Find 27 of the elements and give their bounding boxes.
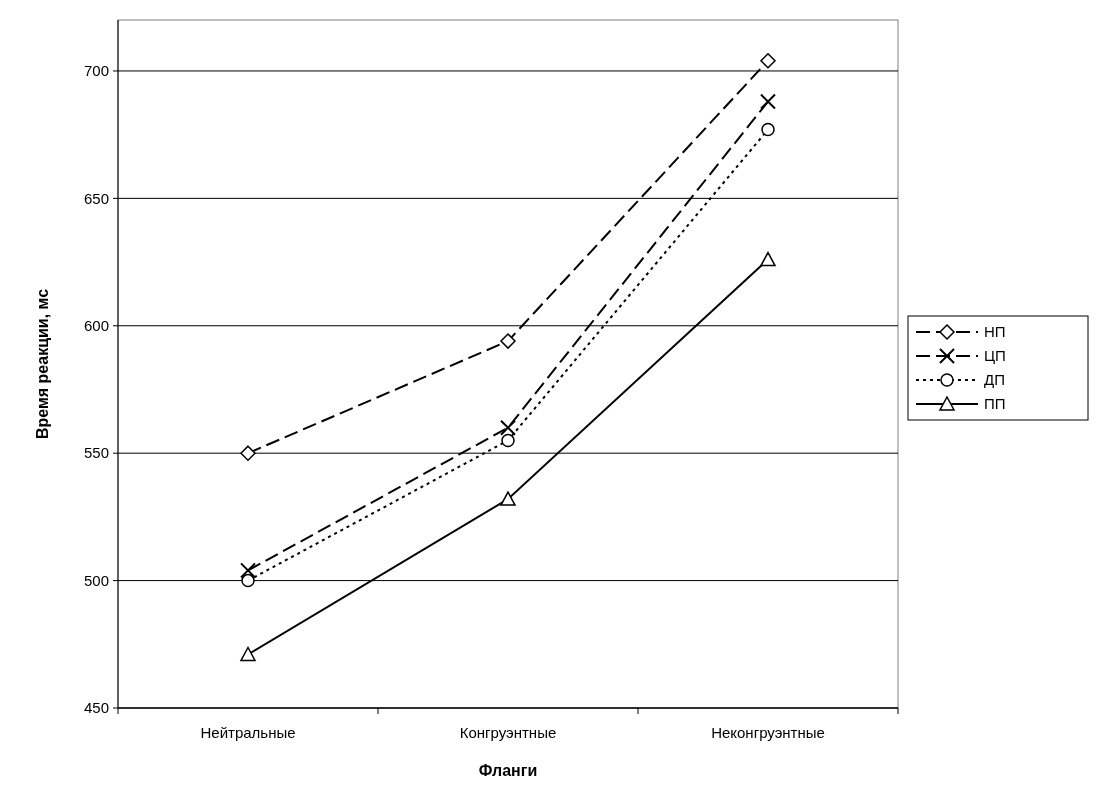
point bbox=[500, 491, 516, 506]
legend-label: НП bbox=[984, 323, 1006, 341]
x-axis-title: Фланги bbox=[478, 762, 538, 779]
point bbox=[760, 93, 776, 110]
point bbox=[240, 445, 256, 461]
point bbox=[761, 122, 775, 137]
point bbox=[760, 251, 776, 267]
legend-label: ДП bbox=[984, 371, 1005, 389]
point bbox=[240, 646, 256, 662]
point bbox=[760, 53, 776, 69]
y-tick-label: 450 bbox=[83, 699, 109, 717]
y-tick-label: 700 bbox=[83, 62, 109, 80]
point bbox=[501, 433, 515, 448]
point bbox=[240, 562, 256, 579]
legend-label: ЦП bbox=[984, 347, 1006, 365]
y-tick-label: 600 bbox=[83, 317, 109, 335]
point bbox=[241, 573, 255, 588]
y-tick-label: 550 bbox=[83, 444, 109, 462]
legend-label: ПП bbox=[984, 395, 1006, 413]
y-tick-label: 500 bbox=[83, 571, 109, 589]
point bbox=[500, 419, 516, 436]
y-tick-label: 650 bbox=[83, 189, 109, 207]
x-tick-label: Конгруэнтные bbox=[459, 724, 557, 741]
point bbox=[500, 333, 516, 349]
y-axis-title: Время реакции, мс bbox=[34, 288, 51, 440]
x-tick-label: Нейтральные bbox=[200, 724, 296, 741]
x-tick-label: Неконгруэнтные bbox=[711, 724, 825, 741]
